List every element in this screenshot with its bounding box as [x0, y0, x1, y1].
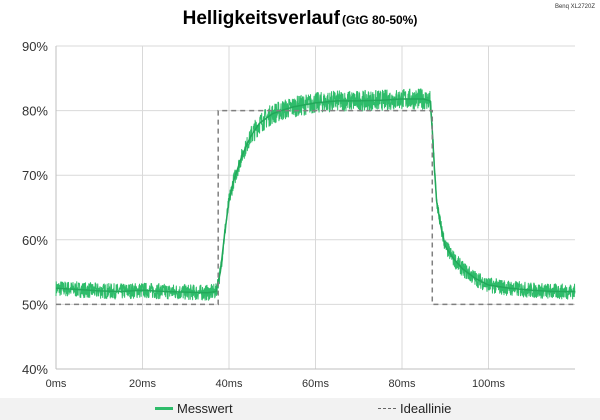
legend-label-ideallinie: Ideallinie — [400, 401, 452, 416]
x-tick-label: 100ms — [472, 378, 506, 390]
y-tick-label: 70% — [22, 168, 48, 183]
monitor-label: Benq XL2720Z — [554, 4, 595, 10]
legend-label-messwert: Messwert — [177, 401, 233, 416]
x-tick-label: 60ms — [302, 378, 329, 390]
chart-title: Helligkeitsverlauf (GtG 80-50%) — [0, 8, 600, 30]
legend-item-ideallinie: Ideallinie — [378, 401, 451, 416]
x-tick-label: 0ms — [46, 378, 67, 390]
series-messwert-noise — [55, 88, 576, 301]
y-tick-label: 90% — [22, 39, 48, 54]
chart-subtitle: (GtG 80-50%) — [341, 13, 418, 27]
legend-swatch-messwert — [155, 407, 173, 410]
y-tick-label: 80% — [22, 104, 48, 119]
legend: Messwert Ideallinie — [0, 398, 600, 420]
series-messwert-line — [55, 98, 575, 294]
x-tick-label: 20ms — [129, 378, 156, 390]
x-tick-label: 80ms — [389, 378, 416, 390]
series-ideallinie-line — [56, 109, 575, 306]
y-tick-label: 40% — [22, 362, 48, 377]
legend-item-messwert: Messwert — [155, 401, 233, 416]
y-tick-label: 50% — [22, 297, 48, 312]
chart-title-main: Helligkeitsverlauf — [182, 8, 340, 29]
legend-swatch-ideallinie — [378, 408, 396, 409]
y-tick-label: 60% — [22, 233, 48, 248]
x-tick-label: 40ms — [216, 378, 243, 390]
